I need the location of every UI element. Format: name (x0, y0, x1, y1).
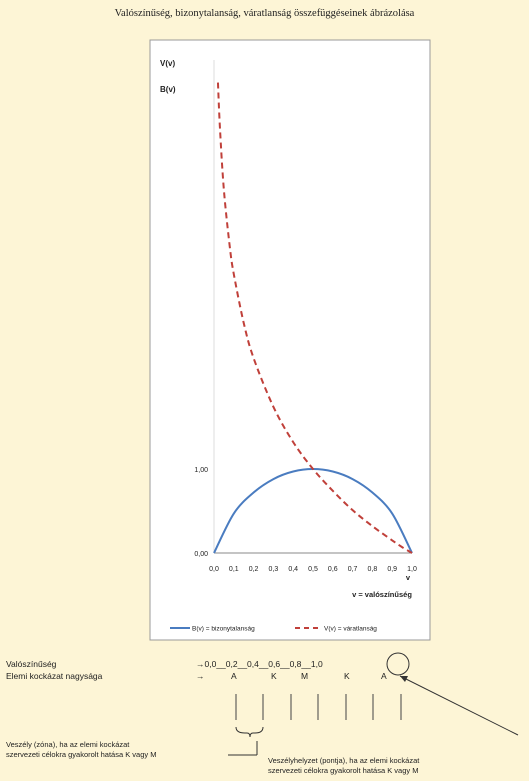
scale-row2-arrow: → (196, 671, 205, 681)
series-layer (213, 82, 413, 554)
zone-note-line: szervezeti célokra gyakorolt hatása K va… (6, 750, 157, 759)
scale-row1-values: →0,0__0,2__0,4__0,6__0,8__1,0 (196, 659, 323, 669)
chart-axes (213, 60, 412, 554)
legend-label-b: B(v) = bizonytalanság (192, 626, 255, 633)
pointer-arrow-line (399, 675, 519, 736)
pointer-arrow-head (400, 676, 408, 682)
scale-letter: K (271, 671, 277, 681)
x-tick-label: 0,9 (387, 566, 397, 573)
circled-value-marker (386, 652, 410, 676)
point-note-line: szervezeti célokra gyakorolt hatása K va… (268, 766, 419, 775)
x-tick-label: 0,3 (269, 566, 279, 573)
page-title: Valószínűség, bizonytalanság, váratlansá… (114, 8, 415, 19)
scale-letter: A (381, 671, 387, 681)
chart-panel (149, 39, 431, 641)
zone-note-line: Veszély (zóna), ha az elemi kockázat (6, 740, 130, 749)
x-tick-label: 0,6 (328, 566, 338, 573)
scale-row1-label: Valószínűség (6, 659, 57, 669)
zone-brace (235, 726, 264, 738)
x-tick-label: 0,7 (348, 566, 358, 573)
x-tick-label: 0,1 (229, 566, 239, 573)
scale-row2-label: Elemi kockázat nagysága (6, 671, 103, 681)
y-tick-label-0: 0,00 (194, 551, 208, 558)
x-axis-letter: v (406, 573, 411, 582)
x-tick-label: 0,0 (209, 566, 219, 573)
zone-note: Veszély (zóna), ha az elemi kockázat sze… (6, 740, 156, 760)
y-label-vv: V(v) (160, 59, 175, 68)
y-label-bv: B(v) (160, 85, 176, 94)
x-tick-label: 0,2 (249, 566, 259, 573)
x-axis-title: v = valószínűség (352, 590, 412, 599)
x-tick-label: 0,5 (308, 566, 318, 573)
legend: B(v) = bizonytalanság V(v) = váratlanság (170, 626, 377, 633)
legend-label-v: V(v) = váratlanság (324, 626, 377, 633)
x-tick-label: 0,8 (368, 566, 378, 573)
scale-tick-marks (235, 694, 402, 720)
point-note: Veszélyhelyzet (pontja), ha az elemi koc… (268, 756, 419, 776)
point-note-line: Veszélyhelyzet (pontja), ha az elemi koc… (268, 756, 420, 765)
scale-letter: M (301, 671, 309, 681)
series-line-varatlansag (216, 82, 413, 554)
scale-letter: A (231, 671, 237, 681)
y-tick-label-1: 1,00 (194, 467, 208, 474)
x-tick-label: 1,0 (407, 566, 417, 573)
x-tick-labels: 0,0 0,1 0,2 0,3 0,4 0,5 0,6 0,7 0,8 0,9 1,0 (209, 566, 417, 573)
x-tick-label: 0,4 (288, 566, 298, 573)
scale-letter: K (344, 671, 350, 681)
